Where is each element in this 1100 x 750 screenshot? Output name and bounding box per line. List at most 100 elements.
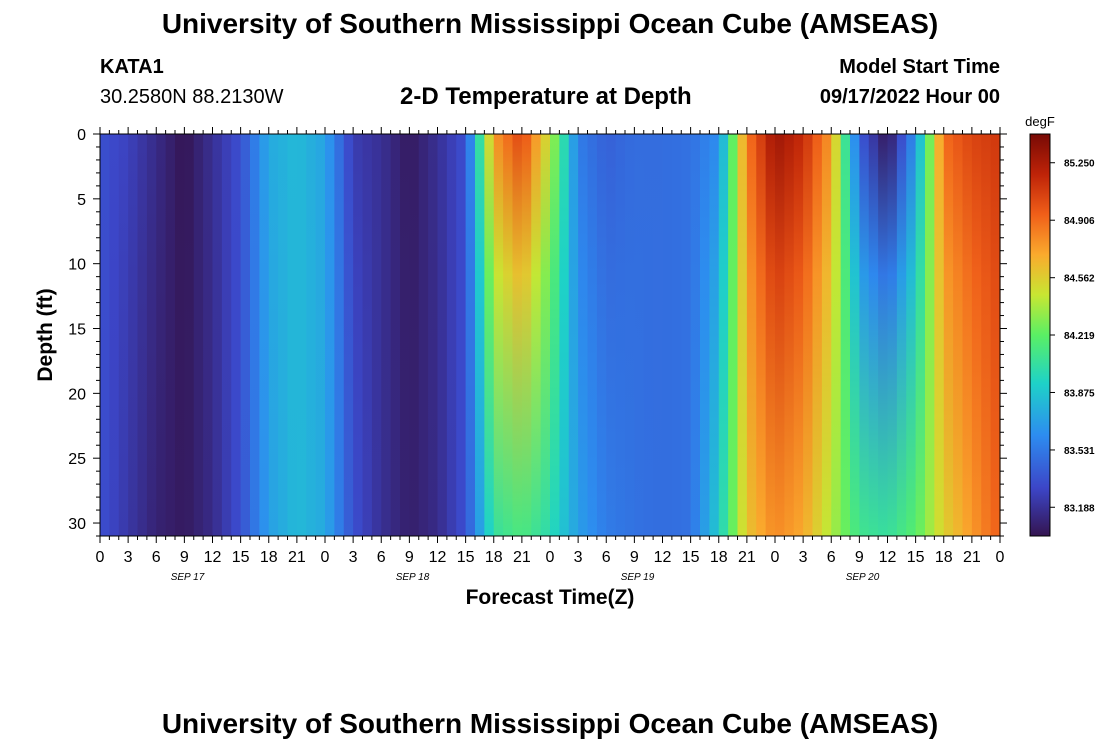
heatmap-column xyxy=(943,134,954,536)
y-tick-label: 20 xyxy=(68,386,86,403)
heatmap-column xyxy=(746,134,757,536)
heatmap-column xyxy=(193,134,204,536)
x-tick-label: 21 xyxy=(513,549,531,566)
heatmap-column xyxy=(578,134,589,536)
y-tick-label: 15 xyxy=(68,322,86,339)
heatmap-column xyxy=(362,134,373,536)
heatmap-column xyxy=(681,134,692,536)
x-tick-label: 15 xyxy=(682,549,700,566)
heatmap-column xyxy=(662,134,673,536)
y-tick-label: 30 xyxy=(68,516,86,533)
model-start-label: Model Start Time xyxy=(839,56,1000,78)
x-tick-label: 15 xyxy=(907,549,925,566)
colorbar-tick-label: 84.562 xyxy=(1064,274,1095,285)
heatmap-column xyxy=(812,134,823,536)
x-tick-label: 12 xyxy=(429,549,447,566)
x-axis-label: Forecast Time(Z) xyxy=(466,586,635,609)
heatmap-column xyxy=(625,134,635,536)
heatmap-column xyxy=(887,134,898,536)
heatmap-column xyxy=(146,134,157,536)
heatmap-column xyxy=(428,134,439,536)
heatmap-column xyxy=(250,134,260,536)
heatmap-column xyxy=(278,134,289,536)
colorbar-tick-label: 83.875 xyxy=(1064,388,1095,399)
x-tick-label: 0 xyxy=(771,549,780,566)
heatmap-column xyxy=(709,134,720,536)
heatmap-column xyxy=(165,134,176,536)
x-tick-label: 15 xyxy=(457,549,475,566)
x-tick-label: 18 xyxy=(485,549,503,566)
heatmap-column xyxy=(859,134,870,536)
heatmap-column xyxy=(503,134,514,536)
x-tick-label: 9 xyxy=(855,549,864,566)
heatmap-column xyxy=(896,134,907,536)
heatmap-column xyxy=(400,134,410,536)
heatmap-column xyxy=(728,134,739,536)
heatmap-column xyxy=(118,134,129,536)
x-tick-label: 12 xyxy=(879,549,897,566)
x-tick-label: 3 xyxy=(574,549,583,566)
x-tick-label: 21 xyxy=(738,549,756,566)
heatmap-column xyxy=(690,134,701,536)
x-tick-label: 12 xyxy=(204,549,222,566)
x-tick-label: 6 xyxy=(152,549,161,566)
heatmap-column xyxy=(268,134,279,536)
heatmap-column xyxy=(700,134,710,536)
heatmap-column xyxy=(203,134,214,536)
heatmap-column xyxy=(643,134,654,536)
x-tick-label: 18 xyxy=(935,549,953,566)
footer-title: University of Southern Mississippi Ocean… xyxy=(161,708,939,739)
heatmap-column xyxy=(446,134,457,536)
heatmap-column xyxy=(184,134,195,536)
heatmap-column xyxy=(737,134,748,536)
heatmap-column xyxy=(934,134,945,536)
heatmap-column xyxy=(390,134,401,536)
x-tick-label: 3 xyxy=(799,549,808,566)
heatmap-column xyxy=(718,134,729,536)
heatmap-column xyxy=(868,134,879,536)
x-tick-label: 9 xyxy=(180,549,189,566)
x-tick-label: 0 xyxy=(546,549,555,566)
colorbar-tick-label: 83.531 xyxy=(1064,446,1095,457)
page-title: University of Southern Mississippi Ocean… xyxy=(161,8,939,39)
heatmap-column xyxy=(512,134,523,536)
model-start-value: 09/17/2022 Hour 00 xyxy=(819,86,1000,108)
x-tick-label: 3 xyxy=(349,549,358,566)
day-label: SEP 20 xyxy=(846,572,880,583)
heatmap-column xyxy=(334,134,345,536)
heatmap-column xyxy=(784,134,795,536)
heatmap-column xyxy=(915,134,926,536)
x-tick-label: 6 xyxy=(827,549,836,566)
heatmap-column xyxy=(137,134,148,536)
heatmap-column xyxy=(803,134,814,536)
colorbar xyxy=(1029,133,1051,537)
heatmap-column xyxy=(634,134,645,536)
heatmap-column xyxy=(100,134,110,536)
heatmap-column xyxy=(840,134,851,536)
day-label: SEP 18 xyxy=(396,572,430,583)
heatmap-column xyxy=(756,134,767,536)
heatmap-column xyxy=(325,134,335,536)
heatmap-column xyxy=(221,134,232,536)
heatmap-column xyxy=(381,134,392,536)
heatmap-column xyxy=(287,134,298,536)
heatmap-column xyxy=(906,134,917,536)
heatmap-column xyxy=(775,134,785,536)
heatmap-column xyxy=(568,134,579,536)
heatmap-column xyxy=(990,134,1001,536)
heatmap-column xyxy=(306,134,317,536)
heatmap-column xyxy=(550,134,560,536)
heatmap-column xyxy=(456,134,467,536)
heatmap-column xyxy=(765,134,776,536)
x-tick-label: 0 xyxy=(996,549,1005,566)
colorbar-tick-label: 83.188 xyxy=(1064,503,1095,514)
heatmap-column xyxy=(521,134,532,536)
heatmap-column xyxy=(418,134,429,536)
heatmap-column xyxy=(371,134,382,536)
x-tick-label: 21 xyxy=(288,549,306,566)
heatmap-column xyxy=(259,134,270,536)
colorbar-tick-label: 85.250 xyxy=(1064,159,1095,170)
x-tick-label: 18 xyxy=(710,549,728,566)
x-tick-label: 6 xyxy=(602,549,611,566)
